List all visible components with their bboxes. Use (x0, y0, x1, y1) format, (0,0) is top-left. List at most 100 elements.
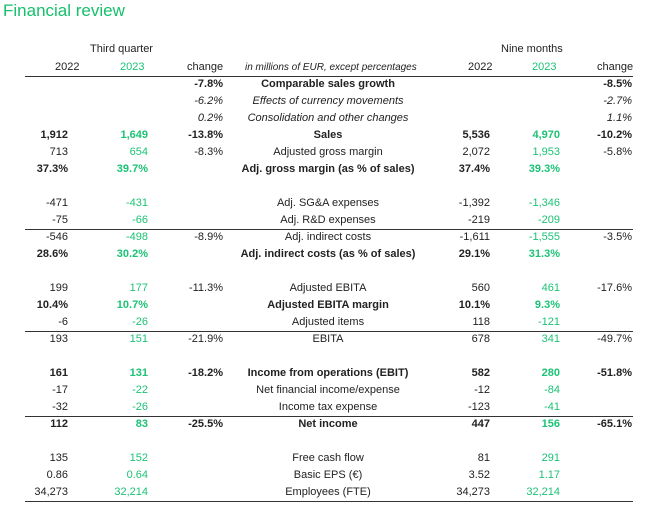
nine-months-2022-cell: 582 (471, 367, 490, 379)
table-row: -75 -66 Adj. R&D expenses -219 -209 (0, 212, 654, 229)
q3-change-cell: -7.8% (194, 78, 223, 90)
q3-2022-cell: 1,912 (40, 129, 68, 141)
nine-months-2022-cell: -219 (467, 214, 490, 226)
nine-months-2022-cell: 3.52 (468, 469, 490, 481)
nine-months-change-cell: -49.7% (597, 333, 632, 345)
table-row: 34,273 32,214 Employees (FTE) 34,273 32,214 (0, 484, 654, 501)
q3-2022-cell: 112 (50, 418, 68, 430)
q3-2023-cell: 151 (129, 333, 148, 345)
table-row: -471 -431 Adj. SG&A expenses -1,392 -1,346 (0, 195, 654, 212)
table-row: -546 -498 -8.9% Adj. indirect costs -1,611 -1… (0, 229, 654, 246)
q3-2022-cell: 713 (49, 146, 68, 158)
q3-2022-cell: 28.6% (36, 248, 68, 260)
nine-months-2023-cell: -121 (537, 316, 560, 328)
nine-months-2023-cell: 9.3% (534, 299, 560, 311)
nine-months-2023-cell: 341 (541, 333, 560, 345)
q3-2023-cell: -22 (132, 384, 148, 396)
q-change-header: change (187, 61, 224, 73)
table-row: 199 177 -11.3% Adjusted EBITA 560 461 -17.6% (0, 280, 654, 297)
table-row: -32 -26 Income tax expense -123 -41 (0, 399, 654, 416)
table-row: 193 151 -21.9% EBITA 678 341 -49.7% (0, 331, 654, 348)
q3-change-cell: -25.5% (188, 418, 223, 430)
nine-months-2023-cell: 1,953 (532, 146, 560, 158)
nine-months-change-cell: -3.5% (603, 231, 632, 243)
nine-months-2022-cell: 10.1% (458, 299, 490, 311)
nine-months-2022-cell: 2,072 (462, 146, 490, 158)
nine-months-change-cell: -65.1% (597, 418, 632, 430)
row-label: Adj. SG&A expenses (276, 197, 380, 209)
nine-months-2022-cell: 678 (471, 333, 490, 345)
q3-2023-cell: 0.64 (126, 469, 148, 481)
nine-months-change-cell: 1.1% (606, 112, 632, 124)
row-label: Income tax expense (278, 401, 378, 413)
q-2022-header: 2022 (55, 61, 80, 73)
q3-change-cell: -21.9% (188, 333, 223, 345)
q3-2022-cell: -17 (52, 384, 68, 396)
header-rule (25, 76, 633, 77)
nine-months-2023-cell: 461 (541, 282, 560, 294)
rule-indirect-costs (25, 229, 633, 230)
table-row: 0.2% Consolidation and other changes 1.1% (0, 110, 654, 127)
nine-months-2022-cell: -12 (474, 384, 490, 396)
q3-2022-cell: -471 (45, 197, 68, 209)
table-row: 713 654 -8.3% Adjusted gross margin 2,072 1,9… (0, 144, 654, 161)
q3-2022-cell: 34,273 (34, 486, 68, 498)
n-change-header: change (597, 61, 634, 73)
q3-2022-cell: 199 (49, 282, 68, 294)
q3-2022-cell: 135 (49, 452, 68, 464)
nine-months-change-cell: -2.7% (603, 95, 632, 107)
q-2023-header: 2023 (120, 61, 145, 73)
nine-months-2022-cell: 34,273 (456, 486, 490, 498)
row-label: Adj. indirect costs (as % of sales) (240, 248, 416, 260)
q3-2023-cell: -26 (132, 401, 148, 413)
n-2022-header: 2022 (468, 61, 493, 73)
page-title: Financial review (3, 1, 125, 20)
nine-months-change-cell: -10.2% (597, 129, 632, 141)
nine-months-change-cell: -8.5% (603, 78, 632, 90)
row-label: Adjusted items (291, 316, 365, 328)
q3-2023-cell: 30.2% (116, 248, 148, 260)
nine-months-2022-cell: -1,392 (458, 197, 490, 209)
row-label: Adjusted EBITA margin (267, 299, 389, 311)
q3-2022-cell: 10.4% (36, 299, 68, 311)
n-2023-header: 2023 (532, 61, 557, 73)
row-label: Adjusted EBITA (289, 282, 367, 294)
table-row: 28.6% 30.2% Adj. indirect costs (as % of s… (0, 246, 654, 263)
q3-change-cell: -8.3% (194, 146, 223, 158)
table-row: 10.4% 10.7% Adjusted EBITA margin 10.1% 9.3% (0, 297, 654, 314)
nine-months-2023-cell: 32,214 (526, 486, 560, 498)
nine-months-2022-cell: 560 (471, 282, 490, 294)
q3-2022-cell: 161 (49, 367, 68, 379)
row-label: Employees (FTE) (285, 486, 371, 498)
row-label: Adj. indirect costs (284, 231, 372, 243)
q3-2023-cell: -498 (125, 231, 148, 243)
nine-months-2023-cell: 156 (541, 418, 560, 430)
nine-months-2023-cell: -84 (544, 384, 560, 396)
table-row: 135 152 Free cash flow 81 291 (0, 450, 654, 467)
row-label: Income from operations (EBIT) (247, 367, 409, 379)
rule-net-income (25, 416, 633, 417)
nine-months-2022-cell: 81 (477, 452, 490, 464)
nine-months-2022-cell: 447 (471, 418, 490, 430)
row-label: Consolidation and other changes (247, 112, 409, 124)
row-label: Net income (298, 418, 358, 430)
q3-2022-cell: 37.3% (36, 163, 68, 175)
table-row: 1,912 1,649 -13.8% Sales 5,536 4,970 -10.2% (0, 127, 654, 144)
nine-months-2023-cell: -1,346 (528, 197, 560, 209)
unit-note: in millions of EUR, except percentages (245, 62, 417, 73)
nine-months-change-cell: -51.8% (597, 367, 632, 379)
row-label: Basic EPS (€) (293, 469, 363, 481)
q3-2023-cell: 152 (129, 452, 148, 464)
nine-months-change-cell: -17.6% (597, 282, 632, 294)
q3-2023-cell: 654 (129, 146, 148, 158)
row-label: Sales (313, 129, 343, 141)
q3-change-cell: 0.2% (197, 112, 223, 124)
nine-months-2023-cell: -41 (544, 401, 560, 413)
row-label: Comparable sales growth (261, 78, 395, 90)
nine-months-2022-cell: -123 (467, 401, 490, 413)
nine-months-2022-cell: -1,611 (459, 231, 490, 243)
nine-months-2023-cell: -1,555 (528, 231, 560, 243)
q3-2023-cell: 32,214 (114, 486, 148, 498)
row-label: Free cash flow (292, 452, 364, 464)
row-label: Net financial income/expense (256, 384, 400, 396)
